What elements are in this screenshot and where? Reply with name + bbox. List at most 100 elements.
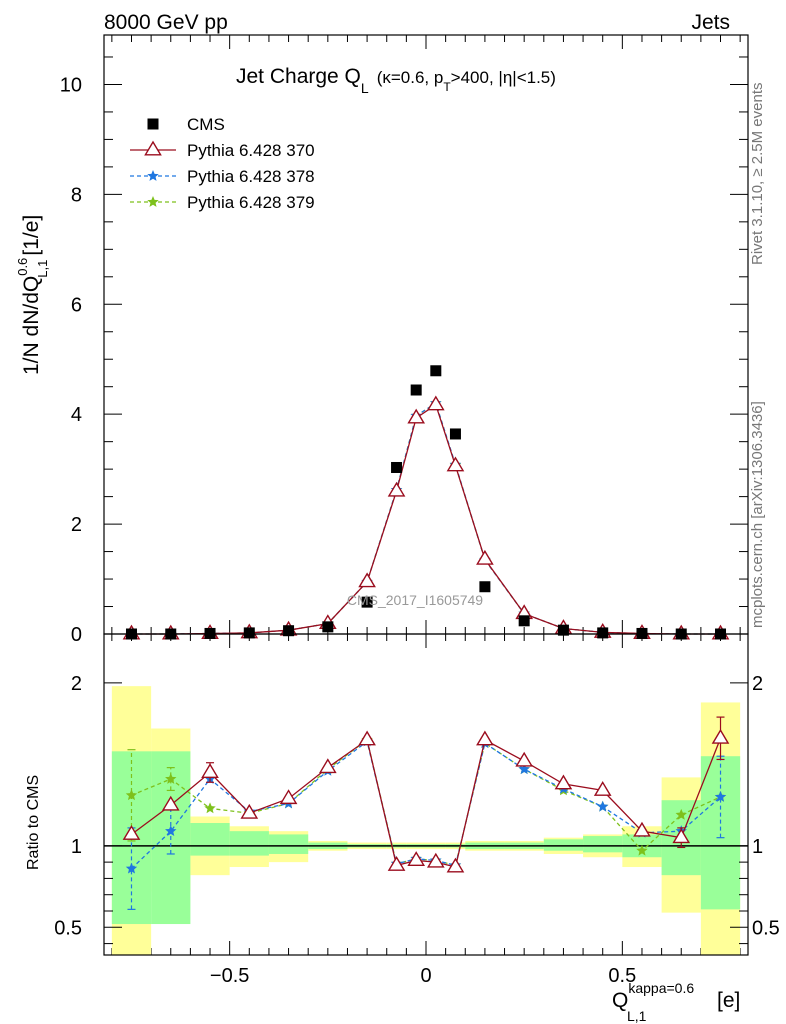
- x-label: Q: [612, 989, 628, 1012]
- series-0-ratio-point: [476, 730, 494, 746]
- series-1-ratio-point: [597, 800, 609, 812]
- y-top-sub: L,1: [35, 260, 50, 278]
- y-axis-title-top: 1/N dN/dQ0.6 L,1 [1/e]: [15, 215, 50, 375]
- series-0-ratio-point: [672, 828, 691, 844]
- y-tick-label: 4: [71, 404, 82, 426]
- series-0-point: [446, 456, 465, 472]
- title-detail-2: >400, |η|<1.5): [451, 68, 556, 87]
- series-1-ratio-point: [714, 790, 727, 802]
- series-2-ratio-point: [165, 773, 177, 784]
- series-0-ratio-point: [554, 774, 573, 790]
- legend-label-3: Pythia 6.428 379: [187, 193, 315, 212]
- cms-data-point: [479, 581, 491, 593]
- cms-data-point: [557, 624, 569, 636]
- ratio-y-tick-label: 2: [71, 673, 82, 695]
- series-0-ratio-point: [446, 857, 465, 873]
- band-green: [700, 756, 741, 910]
- x-sup: kappa=0.6: [628, 980, 694, 996]
- cms-data-point: [597, 627, 609, 639]
- y-tick-label: 8: [71, 184, 82, 206]
- series-0-ratio-point: [593, 781, 612, 796]
- ratio-y-tick-label-right: 2: [752, 673, 763, 695]
- series-2-ratio-line: [131, 738, 721, 867]
- mcplots-label: mcplots.cern.ch [arXiv:1306.3436]: [749, 401, 766, 628]
- cms-data-point: [410, 384, 422, 396]
- series-2-ratio-point: [125, 789, 138, 801]
- legend-marker: [144, 140, 162, 156]
- legend-label-1: Pythia 6.428 370: [187, 141, 315, 160]
- band-green: [229, 831, 269, 856]
- svg-text:Jet Charge QL(κ=0.6, pT>400, |: Jet Charge QL (κ=0.6, pT>400, |η|<1.5): [236, 65, 556, 96]
- series-0-ratio-point: [161, 795, 180, 811]
- series-0-ratio-line: [131, 738, 722, 868]
- cms-data-point: [243, 627, 255, 639]
- cms-data-point: [361, 596, 373, 608]
- y-top-unit: [1/e]: [20, 215, 43, 256]
- rivet-label: Rivet 3.1.10, ≥ 2.5M events: [749, 83, 766, 266]
- cms-data-point: [518, 615, 530, 627]
- x-tick-label: 0: [420, 965, 431, 987]
- series-0-ratio-point: [515, 751, 534, 767]
- y-tick-label: 10: [60, 74, 82, 96]
- y-tick-label: 2: [71, 514, 82, 536]
- watermark: CMS_2017_I1605749: [347, 592, 483, 608]
- legend-marker: [147, 196, 159, 207]
- cms-data-point: [322, 621, 334, 633]
- plot-title: Jet Charge QL (κ=0.6, pT>400, |η|<1.5): [236, 65, 556, 96]
- header-right: Jets: [691, 11, 730, 34]
- series-0-ratio-point: [711, 728, 730, 744]
- y-tick-label: 0: [71, 624, 82, 646]
- series-0-line: [131, 403, 721, 635]
- series-2-ratio-point: [204, 802, 216, 814]
- series-2-ratio-point: [675, 808, 687, 820]
- series-0-ratio-point: [426, 852, 445, 868]
- series-0-point: [426, 395, 445, 411]
- title-detail-sub: T: [443, 80, 451, 94]
- ratio-y-tick-label: 0.5: [54, 917, 82, 939]
- legend-marker: [147, 170, 159, 181]
- cms-data-point: [391, 461, 403, 473]
- series-0-ratio-point: [358, 730, 376, 746]
- series-0-point: [476, 549, 494, 565]
- series-0-ratio-point: [122, 825, 141, 840]
- y-axis-title-ratio: Ratio to CMS: [25, 775, 42, 870]
- series-0-ratio-point: [318, 758, 337, 774]
- svg-text:Qkappa=0.6L,1[e]: Qkappa=0.6 L,1 [e]: [612, 980, 740, 1024]
- ratio-y-tick-label-right: 1: [752, 836, 763, 858]
- cms-data-point: [449, 428, 461, 440]
- x-sub: L,1: [627, 1008, 647, 1024]
- legend-label-2: Pythia 6.428 378: [187, 167, 315, 186]
- band-green: [190, 823, 230, 856]
- series-0-ratio-point: [387, 856, 406, 871]
- title-main: Jet Charge Q: [236, 65, 361, 88]
- y-top-label: 1/N dN/dQ: [20, 276, 43, 375]
- series-0-ratio-point: [279, 789, 298, 805]
- band-green: [583, 836, 623, 853]
- series-0-point: [407, 408, 426, 424]
- x-unit: [e]: [717, 989, 740, 1012]
- series-1-ratio-point: [518, 763, 530, 775]
- legend-marker: [147, 118, 159, 130]
- series-2-ratio-point: [636, 844, 648, 856]
- series-0-ratio-point: [240, 803, 259, 819]
- title-main-sub: L: [361, 80, 369, 96]
- series-0-ratio-point: [633, 821, 651, 837]
- x-axis-title: Qkappa=0.6 L,1 [e]: [612, 980, 740, 1024]
- y-top-sup: 0.6: [15, 258, 30, 276]
- y-tick-label: 6: [71, 294, 82, 316]
- series-0-point: [358, 572, 376, 588]
- svg-text:1/N dN/dQ0.6L,1[1/e]: 1/N dN/dQ0.6 L,1 [1/e]: [15, 215, 50, 375]
- series-0-ratio-point: [201, 763, 219, 779]
- x-tick-label: −0.5: [210, 965, 249, 987]
- ratio-y-tick-label: 1: [71, 836, 82, 858]
- band-green: [543, 839, 584, 851]
- cms-data-point: [283, 625, 295, 637]
- title-detail-1: (κ=0.6, p: [377, 68, 444, 87]
- cms-data-point: [430, 365, 442, 377]
- series-1-ratio-point: [125, 862, 138, 874]
- series-1-ratio-point: [165, 825, 177, 837]
- series-0-point: [387, 481, 406, 497]
- ratio-panel: −0.5 0 0.5 0.5 0.5 1 1 2 2: [54, 633, 780, 987]
- band-green: [268, 834, 309, 854]
